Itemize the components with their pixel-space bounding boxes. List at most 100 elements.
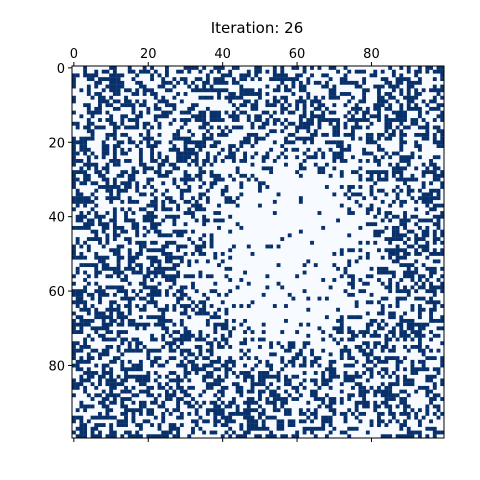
heatmap-cell — [388, 270, 393, 275]
heatmap-cell — [205, 121, 210, 126]
heatmap-cell — [324, 80, 329, 85]
heatmap-cell — [235, 374, 240, 379]
heatmap-cell — [410, 173, 415, 178]
heatmap-cell — [399, 318, 404, 323]
heatmap-cell — [291, 121, 296, 126]
heatmap-cell — [86, 211, 91, 215]
heatmap-cell — [105, 315, 110, 320]
heatmap-cell — [324, 419, 329, 424]
heatmap-cell — [131, 374, 136, 379]
heatmap-cell — [343, 289, 348, 294]
heatmap-cell — [202, 192, 207, 197]
heatmap-cell — [339, 147, 344, 152]
heatmap-cell — [258, 185, 262, 189]
heatmap-cell — [224, 430, 229, 435]
heatmap-cell — [417, 252, 422, 256]
heatmap-cell — [124, 367, 128, 372]
heatmap-cell — [146, 214, 151, 219]
heatmap-cell — [161, 199, 166, 204]
heatmap-cell — [351, 393, 355, 398]
heatmap-cell — [436, 367, 441, 372]
heatmap-cell — [324, 296, 329, 301]
heatmap-cell — [403, 333, 407, 338]
heatmap-cell — [351, 132, 355, 137]
heatmap-cell — [395, 363, 400, 368]
heatmap-cell — [150, 222, 154, 227]
heatmap-cell — [228, 345, 233, 349]
heatmap-cell — [440, 95, 445, 100]
heatmap-cell — [101, 225, 106, 230]
heatmap-cell — [417, 274, 422, 279]
heatmap-cell — [79, 359, 84, 364]
heatmap-cell — [403, 411, 407, 416]
heatmap-cell — [298, 84, 303, 89]
heatmap-cell — [124, 408, 128, 413]
heatmap-cell — [377, 177, 381, 182]
heatmap-cell — [432, 248, 437, 253]
heatmap-cell — [403, 285, 407, 290]
heatmap-cell — [172, 166, 177, 171]
heatmap-cell — [284, 400, 288, 405]
heatmap-cell — [172, 181, 177, 186]
heatmap-cell — [86, 281, 91, 286]
heatmap-cell — [116, 125, 121, 130]
heatmap-cell — [209, 170, 214, 175]
heatmap-cell — [321, 73, 326, 78]
heatmap-cell — [265, 84, 270, 89]
heatmap-cell — [191, 363, 195, 368]
heatmap-cell — [217, 419, 221, 424]
heatmap-cell — [384, 389, 389, 394]
heatmap-cell — [202, 159, 207, 163]
heatmap-cell — [432, 404, 437, 409]
heatmap-cell — [388, 136, 393, 141]
heatmap-cell — [339, 140, 344, 145]
heatmap-cell — [217, 225, 221, 230]
heatmap-cell — [202, 218, 207, 223]
heatmap-cell — [112, 125, 117, 130]
heatmap-cell — [403, 330, 407, 334]
heatmap-cell — [373, 333, 378, 338]
heatmap-cell — [414, 322, 419, 327]
heatmap-cell — [302, 359, 307, 364]
heatmap-cell — [403, 274, 407, 279]
heatmap-cell — [131, 173, 136, 178]
heatmap-cell — [362, 341, 367, 346]
heatmap-cell — [429, 337, 433, 342]
heatmap-cell — [213, 419, 218, 424]
heatmap-cell — [150, 337, 154, 342]
heatmap-cell — [202, 419, 207, 424]
heatmap-cell — [347, 378, 352, 383]
heatmap-cell — [280, 66, 285, 70]
heatmap-cell — [295, 99, 300, 104]
heatmap-cell — [258, 397, 262, 401]
heatmap-cell — [202, 118, 207, 122]
heatmap-cell — [183, 211, 188, 215]
heatmap-cell — [406, 237, 411, 241]
heatmap-cell — [116, 393, 121, 398]
heatmap-cell — [150, 144, 154, 148]
heatmap-cell — [414, 411, 419, 416]
heatmap-cell — [432, 84, 437, 89]
heatmap-cell — [358, 248, 363, 253]
heatmap-cell — [246, 69, 251, 74]
heatmap-cell — [86, 196, 91, 201]
heatmap-cell — [377, 333, 381, 338]
heatmap-cell — [150, 300, 154, 305]
heatmap-cell — [321, 95, 326, 100]
heatmap-cell — [94, 73, 99, 78]
heatmap-cell — [414, 430, 419, 435]
heatmap-cell — [239, 389, 244, 394]
heatmap-cell — [75, 240, 80, 245]
heatmap-cell — [161, 192, 166, 197]
heatmap-cell — [306, 426, 311, 431]
heatmap-cell — [168, 207, 173, 212]
heatmap-cell — [131, 296, 136, 301]
heatmap-cell — [105, 393, 110, 398]
heatmap-cell — [86, 162, 91, 167]
x-tick-label: 40 — [214, 47, 231, 62]
heatmap-cell — [354, 404, 359, 409]
heatmap-cell — [272, 73, 277, 78]
heatmap-cell — [168, 341, 173, 346]
heatmap-cell — [176, 408, 181, 413]
heatmap-cell — [79, 214, 84, 219]
